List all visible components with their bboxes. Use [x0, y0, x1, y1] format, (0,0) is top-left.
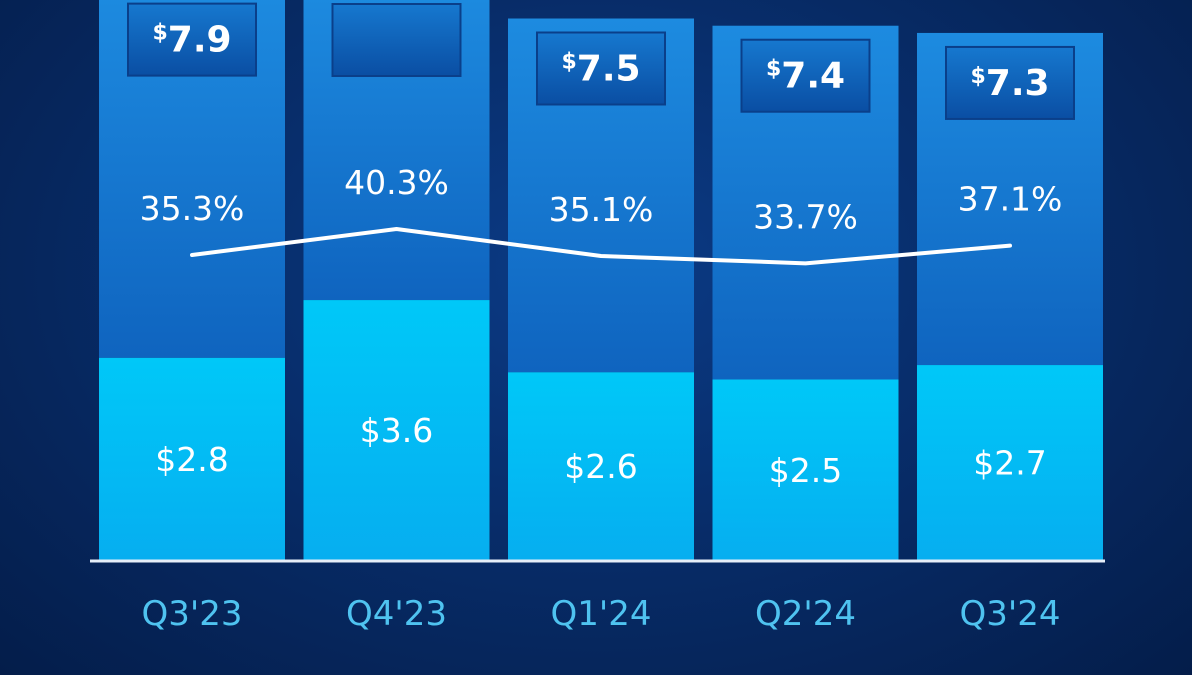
total-value-box [945, 45, 1075, 120]
bar-segment-bottom [712, 379, 899, 560]
bars-group [99, 0, 1103, 560]
total-value-box [331, 3, 462, 77]
percentage-label: 35.3% [140, 189, 245, 228]
category-label: Q3'24 [959, 594, 1060, 634]
category-label: Q1'24 [550, 594, 651, 634]
bar-segment-bottom [303, 300, 490, 560]
category-labels-group: Q3'23 Q4'23 Q1'24 Q2'24 Q3'24 [141, 594, 1060, 634]
total-value-label: $7.5 [561, 49, 640, 90]
bottom-value-label: $2.5 [769, 451, 842, 490]
total-value-label: $7.4 [766, 56, 845, 97]
bar-segment-bottom [508, 372, 694, 560]
category-label: Q3'23 [141, 594, 242, 634]
total-value-label: $7.9 [152, 20, 231, 61]
bar-segment-bottom [99, 357, 285, 560]
bottom-value-label: $3.6 [360, 411, 433, 450]
percentage-label: 33.7% [753, 197, 858, 236]
percentage-label: 35.1% [549, 190, 654, 229]
percentage-label: 37.1% [958, 180, 1063, 219]
total-value-label: $7.3 [970, 63, 1049, 104]
total-value-box [127, 2, 257, 77]
percentage-line [190, 227, 1012, 266]
percentage-label: 40.3% [344, 163, 449, 202]
category-label: Q2'24 [755, 594, 856, 634]
bottom-value-label: $2.6 [564, 447, 637, 486]
bottom-value-label: $2.8 [155, 440, 228, 479]
total-value-box [740, 38, 871, 113]
bar-segment-bottom [917, 365, 1103, 560]
category-label: Q4'23 [346, 594, 447, 634]
labels-group: $2.8 $7.9 $3.6 $2.6 $7.5 $2.5 $7.4 $2.7 $7.3 35.3… [127, 2, 1075, 490]
bottom-value-label: $2.7 [973, 444, 1046, 483]
total-value-box [536, 31, 666, 106]
